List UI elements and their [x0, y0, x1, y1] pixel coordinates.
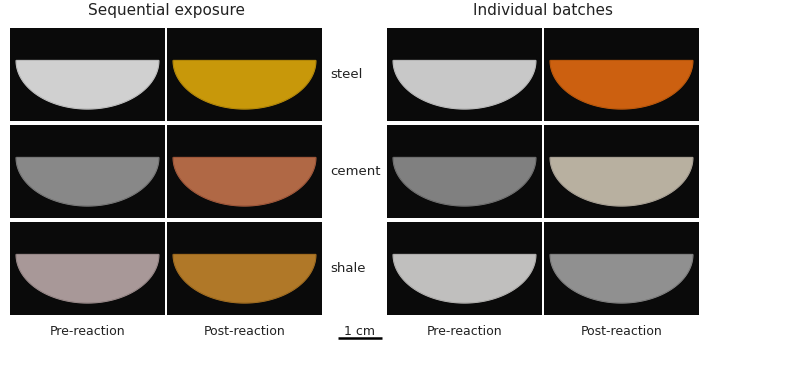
Bar [10, 28, 165, 121]
Bar [387, 28, 542, 121]
Bar [544, 125, 699, 218]
Bar [10, 125, 165, 218]
Bar [167, 125, 322, 218]
Text: cement: cement [330, 165, 381, 178]
Text: Sequential exposure: Sequential exposure [87, 3, 245, 18]
Bar [10, 222, 165, 315]
Text: Post-reaction: Post-reaction [581, 325, 662, 338]
Text: Pre-reaction: Pre-reaction [426, 325, 502, 338]
Polygon shape [16, 158, 158, 206]
Polygon shape [16, 255, 158, 303]
Text: Pre-reaction: Pre-reaction [50, 325, 126, 338]
Polygon shape [173, 255, 316, 303]
Bar [544, 222, 699, 315]
Text: Post-reaction: Post-reaction [204, 325, 286, 338]
Polygon shape [550, 255, 693, 303]
Polygon shape [394, 255, 536, 303]
Bar [387, 125, 542, 218]
Polygon shape [550, 61, 693, 109]
Bar [167, 28, 322, 121]
Text: Individual batches: Individual batches [473, 3, 613, 18]
Bar [387, 222, 542, 315]
Text: shale: shale [330, 262, 366, 275]
Polygon shape [173, 61, 316, 109]
Polygon shape [394, 158, 536, 206]
Polygon shape [173, 158, 316, 206]
Bar [544, 28, 699, 121]
Polygon shape [394, 61, 536, 109]
Polygon shape [16, 61, 158, 109]
Polygon shape [550, 158, 693, 206]
Text: steel: steel [330, 68, 362, 81]
Text: 1 cm: 1 cm [344, 325, 375, 338]
Bar [167, 222, 322, 315]
